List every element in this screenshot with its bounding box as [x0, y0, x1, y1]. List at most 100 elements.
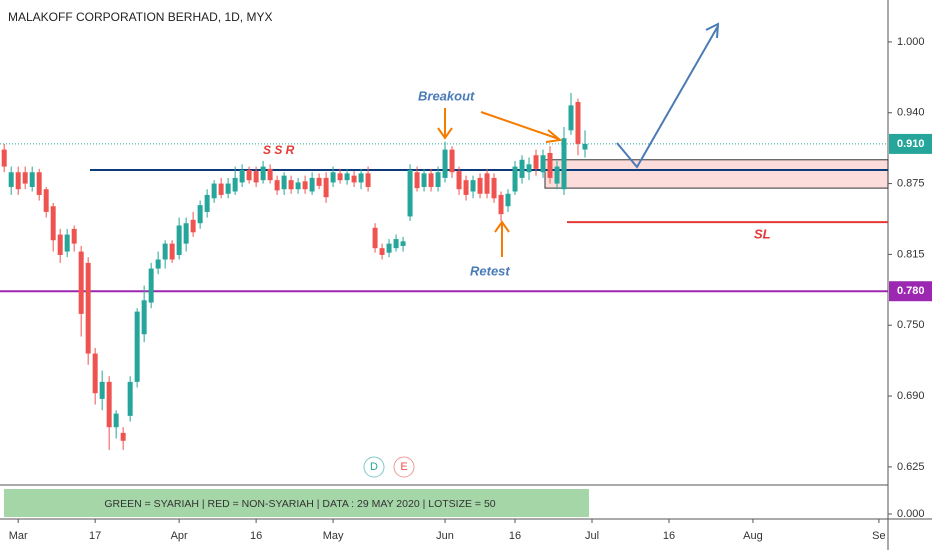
x-tick-label: Aug [743, 530, 763, 542]
candle-body [141, 300, 147, 335]
candle-body [512, 166, 518, 192]
candle-body [99, 381, 105, 399]
candle-body [547, 152, 553, 178]
candle-body [505, 193, 511, 207]
candle-body [442, 149, 448, 178]
candle-body [92, 353, 98, 394]
retest-label: Retest [470, 263, 510, 278]
candle-body [29, 172, 35, 187]
candle-body [540, 155, 546, 173]
candle-body [400, 241, 406, 246]
e-button-label[interactable]: E [400, 461, 407, 473]
price-tag [889, 133, 932, 154]
candle-body [316, 177, 322, 186]
candle-body [386, 243, 392, 253]
candle-body [491, 177, 497, 199]
candle-body [267, 168, 273, 181]
x-tick-label: Mar [9, 530, 28, 542]
candle-body [190, 219, 196, 233]
annotation-arrows [437, 108, 563, 257]
chart-title: MALAKOFF CORPORATION BERHAD, 1D, MYX [8, 10, 272, 24]
candle-body [456, 171, 462, 190]
candle-body [1, 149, 7, 167]
breakout-label: Breakout [418, 88, 475, 103]
button-group: D E [363, 456, 415, 478]
y-tick-label: 1.000 [897, 36, 925, 48]
y-tick-label: 0.690 [897, 390, 925, 402]
candle-body [575, 101, 581, 144]
candle-body [197, 205, 203, 224]
price-tag [889, 281, 932, 302]
candle-body [127, 381, 133, 416]
candle-body [246, 169, 252, 181]
candle-body [519, 159, 525, 178]
y-tick-label: 0.875 [897, 177, 925, 189]
candle-body [393, 239, 399, 249]
candle-body [15, 172, 21, 190]
candle-body [64, 234, 70, 252]
candle-body [274, 180, 280, 191]
candle-body [344, 173, 350, 181]
y-tick-label: 0.625 [897, 461, 925, 473]
candle-body [554, 166, 560, 184]
price-tag-label: 0.910 [897, 138, 925, 150]
candle-body [407, 169, 413, 217]
candle-body [477, 177, 483, 194]
candle-body [218, 183, 224, 195]
x-tick-label: 16 [509, 530, 521, 542]
candle-body [183, 223, 189, 244]
x-tick-label: Jun [436, 530, 454, 542]
candle-body [498, 194, 504, 215]
candle-body [232, 177, 238, 192]
candle-body [204, 194, 210, 212]
candle-body [50, 206, 56, 241]
candle-body [435, 172, 441, 187]
candle-body [71, 228, 77, 244]
pane-tick-label: 0.000 [897, 508, 925, 520]
y-tick-label: 0.750 [897, 319, 925, 331]
candle-body [309, 177, 315, 192]
candle-body [8, 172, 14, 187]
candle-body [155, 259, 161, 269]
ssr-label: S S R [263, 143, 295, 157]
candle-body [260, 166, 266, 181]
d-button-label[interactable]: D [370, 461, 378, 473]
candle-body [43, 189, 49, 212]
projection-arrow-head [705, 22, 720, 39]
candle-body [582, 143, 588, 150]
candle-body [421, 173, 427, 187]
candle-body [162, 243, 168, 260]
candle-body [379, 248, 385, 255]
x-tick-label: Jul [585, 530, 599, 542]
candle-body [134, 311, 140, 382]
candle-body [253, 171, 259, 183]
candle-body [169, 243, 175, 260]
price-tag-label: 0.780 [897, 285, 925, 297]
x-tick-label: Apr [171, 530, 188, 542]
candle-body [484, 173, 490, 194]
candle-body [288, 180, 294, 190]
candle-body [533, 155, 539, 169]
x-tick-label: 16 [250, 530, 262, 542]
candle-body [449, 149, 455, 173]
zone [544, 159, 889, 189]
e-button[interactable] [393, 456, 415, 478]
candle-body [372, 227, 378, 249]
candle-body [323, 177, 329, 198]
candle-body [365, 173, 371, 187]
x-tick-label: Se [872, 530, 885, 542]
candle-body [225, 183, 231, 194]
candle-body [561, 138, 567, 190]
banner [4, 489, 589, 517]
candle-body [239, 169, 245, 183]
projection-arrow [616, 25, 719, 169]
x-tick-label: May [323, 530, 344, 542]
candle-body [428, 173, 434, 187]
candle-body [414, 172, 420, 189]
candle-body [106, 381, 112, 428]
d-button[interactable] [363, 456, 385, 478]
candle-body [22, 172, 28, 184]
candle-body [337, 173, 343, 181]
